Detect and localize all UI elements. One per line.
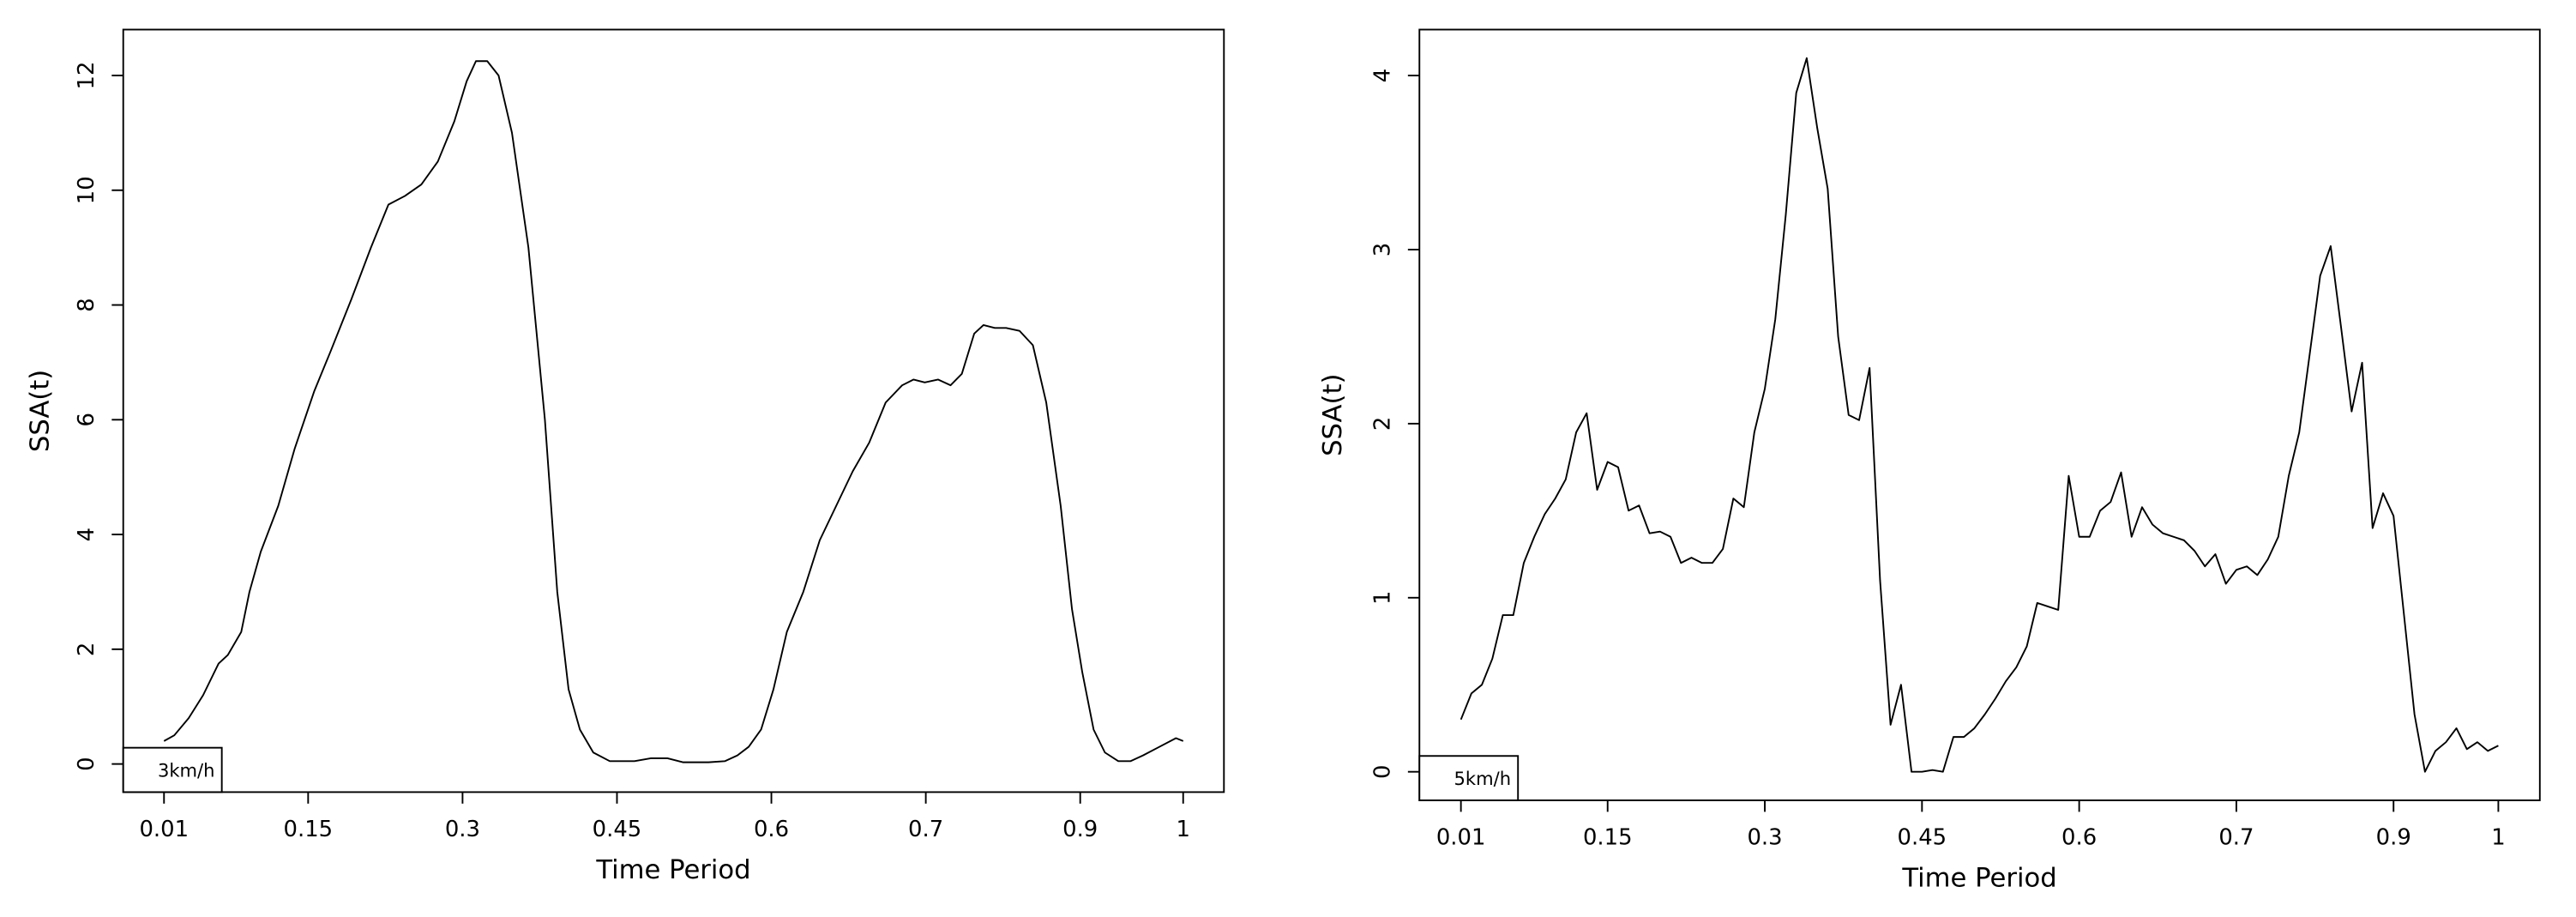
- x-tick-label: 0.3: [1747, 825, 1782, 851]
- x-tick-label: 0.45: [593, 817, 642, 842]
- y-tick-label: 6: [74, 413, 99, 426]
- y-tick-label: 4: [74, 528, 99, 541]
- y-tick-label: 2: [1370, 417, 1396, 431]
- x-tick-label: 0.6: [754, 817, 789, 842]
- x-tick-label: 0.15: [1583, 825, 1633, 851]
- y-tick-label: 8: [74, 298, 99, 311]
- x-tick-label: 0.7: [2218, 825, 2254, 851]
- x-tick-label: 0.01: [1436, 825, 1486, 851]
- x-tick-label: 0.7: [908, 817, 943, 842]
- y-tick-label: 4: [1370, 69, 1396, 82]
- x-tick-label: 0.6: [2061, 825, 2097, 851]
- y-tick-label: 10: [74, 176, 99, 204]
- x-tick-label: 0.45: [1898, 825, 1947, 851]
- x-tick-label: 0.9: [2376, 825, 2411, 851]
- y-tick-label: 0: [74, 757, 99, 770]
- x-tick-label: 1: [1177, 817, 1190, 842]
- legend-box: [1418, 755, 1520, 801]
- x-tick-label: 0.3: [445, 817, 480, 842]
- y-tick-label: 12: [74, 62, 99, 90]
- legend-label: 5km/h: [1454, 768, 1511, 789]
- legend-box: [122, 746, 223, 793]
- plot-frame: [1418, 28, 2541, 801]
- x-tick-label: 1: [2491, 825, 2505, 851]
- y-tick-label: 0: [1370, 764, 1396, 778]
- data-line: [163, 60, 1184, 763]
- y-tick-label: 3: [1370, 243, 1396, 256]
- x-tick-label: 0.9: [1062, 817, 1098, 842]
- data-line: [1460, 57, 2499, 773]
- x-tick-label: 0.15: [284, 817, 334, 842]
- plot-frame: [122, 28, 1225, 793]
- x-axis-title: Time Period: [595, 855, 750, 885]
- x-axis-title: Time Period: [1901, 863, 2056, 893]
- legend-label: 3km/h: [158, 759, 215, 781]
- y-axis-title: SSA(t): [25, 370, 55, 452]
- y-axis-title: SSA(t): [1318, 374, 1348, 456]
- y-tick-label: 1: [1370, 591, 1396, 605]
- x-tick-label: 0.01: [139, 817, 189, 842]
- y-tick-label: 2: [74, 643, 99, 656]
